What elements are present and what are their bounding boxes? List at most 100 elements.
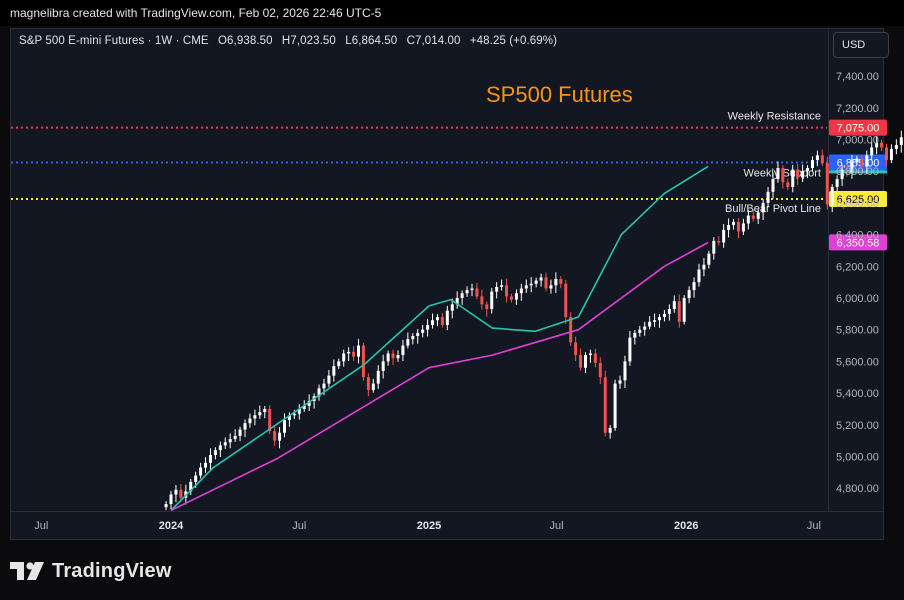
candle-body: [460, 293, 464, 298]
candle-body: [870, 147, 874, 156]
y-tick-label: 5,200.00: [836, 420, 879, 432]
candle-body: [302, 405, 306, 409]
candle-body: [865, 155, 869, 167]
candle-body: [440, 317, 444, 325]
y-tick-label: 6,600.00: [836, 198, 879, 210]
candle-body: [583, 355, 587, 368]
ema-price-text: 6,350.58: [837, 237, 880, 249]
candle-body: [495, 286, 499, 292]
candle-body: [268, 408, 272, 432]
candle-body: [263, 408, 267, 413]
candle-body: [623, 361, 627, 381]
candle-body: [717, 240, 721, 243]
candle-body: [732, 221, 736, 226]
candle-body: [292, 413, 296, 416]
candle-body: [208, 454, 212, 463]
y-tick-label: 7,000.00: [836, 135, 879, 147]
x-tick-label: 2025: [417, 520, 441, 532]
currency-button[interactable]: USD: [833, 32, 889, 58]
candle-body: [352, 351, 356, 357]
candle-body: [875, 142, 879, 148]
candle-body: [416, 332, 420, 337]
candle-body: [347, 351, 351, 354]
candle-body: [702, 264, 706, 270]
candle-body: [342, 353, 346, 362]
symbol-name: S&P 500 E-mini Futures · 1W · CME: [19, 35, 209, 47]
candle-body: [840, 169, 844, 180]
candle-body: [682, 298, 686, 322]
candle-body: [194, 475, 198, 482]
ema-price-tag: [829, 234, 887, 251]
candle-body: [667, 309, 671, 314]
candle-body: [505, 285, 509, 297]
candle-body: [376, 370, 380, 384]
level-label: Bull/Bear Pivot Line: [725, 203, 821, 215]
candle-body: [608, 427, 612, 433]
candle-body: [361, 345, 365, 378]
candle-body: [391, 353, 395, 359]
candle-body: [426, 324, 430, 330]
candle-body: [273, 431, 277, 441]
candle-body: [574, 342, 578, 356]
candle-body: [662, 313, 666, 318]
candle-body: [470, 288, 474, 291]
currency-label: USD: [842, 39, 866, 51]
candle-body: [860, 158, 864, 167]
candle-body: [766, 191, 770, 203]
y-tick-label: 6,800.00: [836, 166, 879, 178]
candle-body: [751, 215, 755, 219]
x-tick-label: Jul: [807, 520, 821, 532]
y-tick-label: 5,400.00: [836, 388, 879, 400]
candle-body: [791, 169, 795, 188]
candle-body: [411, 336, 415, 340]
candle-body: [707, 253, 711, 265]
candle-body: [835, 179, 839, 188]
candle-body: [357, 345, 361, 357]
candle-body: [569, 317, 573, 343]
candle-body: [431, 320, 435, 325]
candle-body: [204, 462, 208, 468]
candle-body: [401, 345, 405, 356]
price-change: +48.25 (+0.69%): [469, 35, 558, 47]
x-tick-label: Jul: [292, 520, 306, 532]
candle-body: [598, 362, 602, 378]
candle-body: [164, 504, 168, 508]
time-axis-separator: [11, 511, 883, 512]
candle-body: [776, 168, 780, 180]
candle-body: [199, 467, 203, 476]
candle-body: [509, 296, 513, 300]
candle-body: [322, 383, 326, 389]
candle-body: [672, 301, 676, 310]
candle-body: [643, 326, 647, 330]
candle-body: [603, 377, 607, 433]
candle-body: [801, 171, 805, 178]
candle-body: [475, 288, 479, 297]
candle-body: [238, 429, 242, 436]
candle-body: [593, 353, 597, 363]
candle-body: [544, 277, 548, 289]
x-tick-label: 2026: [674, 520, 698, 532]
candle-body: [371, 383, 375, 390]
candle-body: [761, 202, 765, 213]
tradingview-logo[interactable]: TradingView: [10, 556, 172, 586]
candle-body: [588, 353, 592, 356]
candle-body: [534, 280, 538, 284]
candle-body: [554, 278, 558, 286]
candle-body: [307, 401, 311, 406]
candle-body: [579, 355, 583, 368]
candle-body: [825, 163, 829, 205]
candle-body: [174, 489, 178, 495]
candle-body: [899, 137, 903, 146]
ema-fast-line[interactable]: [170, 165, 709, 511]
chart-frame: [10, 28, 884, 540]
candle-body: [894, 145, 898, 150]
candle-body: [233, 435, 237, 440]
candle-body: [386, 353, 390, 362]
candle-body: [796, 169, 800, 178]
candle-body: [613, 383, 617, 428]
candle-body: [406, 339, 410, 346]
y-tick-label: 4,800.00: [836, 483, 879, 495]
ema-slow-line[interactable]: [170, 241, 709, 512]
ohlc-close: C7,014.00: [406, 35, 461, 47]
